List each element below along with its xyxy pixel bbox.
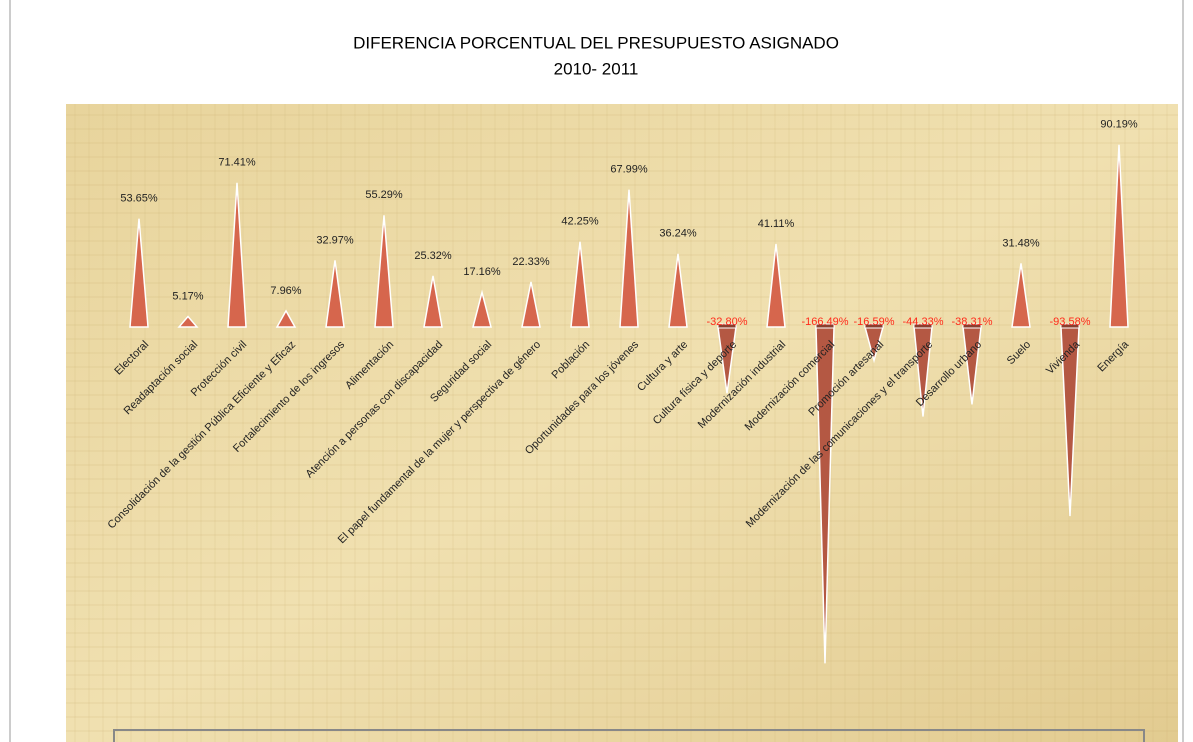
data-label: 90.19% [1100, 119, 1138, 131]
data-label: -16.59% [854, 316, 895, 328]
legend-box [113, 729, 1145, 742]
chart-subtitle: 2010- 2011 [554, 59, 639, 78]
data-label: 32.97% [316, 234, 354, 246]
data-label: -44.33% [903, 316, 944, 328]
data-label: 25.32% [414, 250, 452, 262]
cone-bar [521, 281, 541, 328]
data-label: 7.96% [270, 285, 301, 297]
cone-bar [668, 253, 688, 328]
data-label: 17.16% [463, 266, 501, 278]
cone-cap [717, 323, 737, 329]
data-label: 31.48% [1002, 237, 1040, 249]
cone-bar [619, 189, 639, 328]
cone-bar [423, 275, 443, 328]
cone-bar [374, 215, 394, 328]
chart-title: DIFERENCIA PORCENTUAL DEL PRESUPUESTO AS… [353, 33, 839, 52]
cone-cap [864, 323, 884, 329]
cone-bar [227, 182, 247, 328]
cone-cap [815, 323, 835, 329]
data-label: 41.11% [758, 218, 795, 230]
data-label: -32.80% [707, 316, 748, 328]
plot-texture [66, 104, 1178, 742]
data-label: 36.24% [659, 228, 697, 240]
data-label: -166.49% [801, 316, 848, 328]
cone-bar [177, 315, 199, 328]
data-label: 22.33% [512, 256, 550, 268]
cone-cap [962, 323, 982, 329]
data-label: 67.99% [610, 164, 648, 176]
cone-cap [913, 323, 933, 329]
cone-bar [129, 218, 149, 328]
data-label: -93.58% [1050, 316, 1091, 328]
data-label: 42.25% [561, 216, 599, 228]
cone-bar [1011, 263, 1031, 328]
cone-bar [1109, 144, 1129, 328]
cone-bar [472, 289, 492, 328]
cone-bar [325, 260, 345, 328]
cone-bar [275, 309, 297, 328]
data-label: -38.31% [952, 316, 993, 328]
data-label: 5.17% [172, 290, 203, 302]
cone-bar [766, 243, 786, 328]
data-label: 53.65% [120, 193, 158, 205]
data-label: 55.29% [365, 189, 403, 201]
data-label: 71.41% [218, 157, 256, 169]
cone-cap [1060, 323, 1080, 329]
cone-bar [570, 241, 590, 328]
